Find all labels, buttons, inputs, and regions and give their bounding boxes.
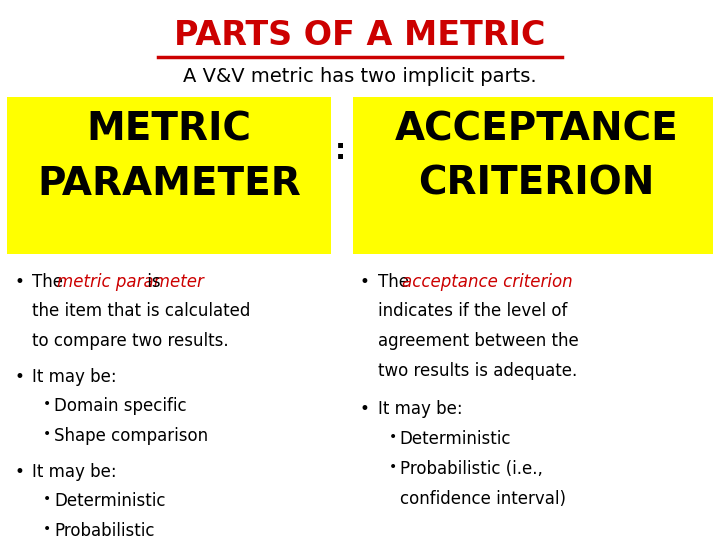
Text: It may be:: It may be:	[32, 463, 117, 481]
Text: A V&V metric has two implicit parts.: A V&V metric has two implicit parts.	[183, 68, 537, 86]
Text: •: •	[14, 368, 24, 386]
Text: to compare two results.: to compare two results.	[32, 332, 229, 350]
Text: is: is	[142, 273, 161, 291]
FancyBboxPatch shape	[353, 97, 713, 254]
Text: Shape comparison: Shape comparison	[54, 427, 208, 445]
Text: •: •	[14, 463, 24, 481]
Text: It may be:: It may be:	[378, 401, 463, 418]
Text: indicates if the level of: indicates if the level of	[378, 302, 567, 320]
Text: PARAMETER: PARAMETER	[37, 165, 301, 202]
Text: •: •	[14, 273, 24, 291]
Text: :: :	[335, 137, 346, 165]
Text: •: •	[389, 430, 397, 444]
FancyBboxPatch shape	[7, 97, 331, 254]
Text: acceptance criterion: acceptance criterion	[402, 273, 573, 291]
Text: Probabilistic: Probabilistic	[54, 522, 155, 540]
Text: The: The	[378, 273, 414, 291]
Text: confidence interval): confidence interval)	[400, 489, 566, 508]
Text: •: •	[360, 401, 370, 418]
Text: CRITERION: CRITERION	[418, 165, 654, 202]
Text: •: •	[43, 397, 51, 411]
Text: •: •	[389, 460, 397, 474]
Text: Domain specific: Domain specific	[54, 397, 186, 415]
Text: two results is adequate.: two results is adequate.	[378, 362, 577, 380]
Text: the item that is calculated: the item that is calculated	[32, 302, 251, 320]
Text: •: •	[43, 522, 51, 536]
Text: The: The	[32, 273, 68, 291]
Text: METRIC: METRIC	[86, 111, 252, 148]
Text: Deterministic: Deterministic	[54, 492, 166, 510]
Text: agreement between the: agreement between the	[378, 332, 579, 350]
Text: PARTS OF A METRIC: PARTS OF A METRIC	[174, 19, 546, 52]
Text: It may be:: It may be:	[32, 368, 117, 386]
Text: •: •	[43, 492, 51, 507]
Text: Probabilistic (i.e.,: Probabilistic (i.e.,	[400, 460, 542, 478]
Text: •: •	[360, 273, 370, 291]
Text: •: •	[43, 427, 51, 441]
Text: Deterministic: Deterministic	[400, 430, 511, 448]
Text: ACCEPTANCE: ACCEPTANCE	[395, 111, 678, 148]
Text: metric parameter: metric parameter	[57, 273, 204, 291]
